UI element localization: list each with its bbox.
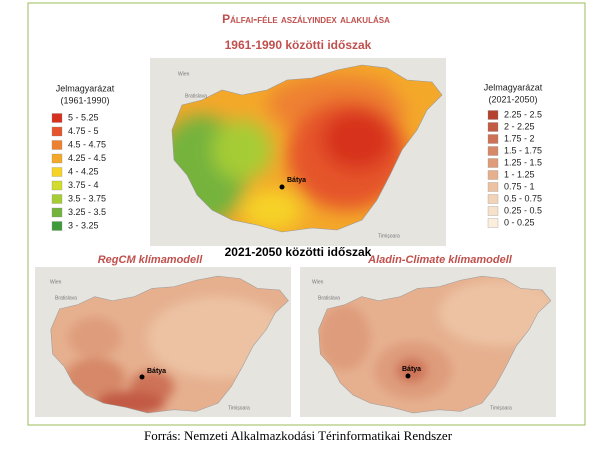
title: Pálfai-féle aszályindex alakulása	[222, 12, 390, 26]
legend-label: 4.75 - 5	[68, 126, 99, 136]
place-label: Bratislava	[55, 295, 77, 301]
legend-swatch	[487, 182, 499, 192]
town-label: Bátya	[287, 177, 306, 184]
legend-label: 0.5 - 0.75	[504, 193, 542, 203]
place-label: Wien	[312, 279, 324, 285]
legend-label: 1.75 - 2	[504, 133, 535, 143]
model-title: RegCM klímamodell	[98, 254, 203, 266]
legend-swatch	[51, 126, 63, 137]
place-label: Timișoara	[378, 233, 400, 239]
caption: Forrás: Nemzeti Alkalmazkodási Térinform…	[144, 428, 453, 443]
town-label: Bátya	[147, 368, 166, 375]
legend-swatch	[487, 158, 499, 168]
model-title: Aladin-Climate klímamodell	[367, 254, 513, 266]
place-label: Bratislava	[185, 93, 207, 99]
legend-2021-2050: Jelmagyarázat (2021-2050) 2.25 - 2.5 2 - …	[484, 82, 543, 228]
legend-swatch	[487, 218, 499, 228]
legend-subtitle: (2021-2050)	[488, 94, 537, 104]
legend-swatch	[51, 167, 63, 177]
legend-swatch	[487, 110, 499, 120]
period-label: 2021-2050 közötti időszak	[225, 245, 372, 259]
legend-swatch	[51, 113, 63, 123]
legend-swatch	[51, 153, 63, 164]
place-label: Timișoara	[228, 405, 250, 411]
legend-label: 2.25 - 2.5	[504, 109, 542, 119]
period-label: 1961-1990 közötti időszak	[225, 38, 372, 52]
legend-label: 4 - 4.25	[68, 166, 99, 176]
legend-label: 3.5 - 3.75	[68, 193, 106, 203]
map-regcm: Wien Bratislava Timișoara Bátya	[35, 267, 291, 417]
legend-label: 4.5 - 4.75	[68, 139, 106, 149]
legend-swatch	[487, 170, 499, 180]
legend-swatch	[51, 140, 63, 150]
legend-label: 5 - 5.25	[68, 112, 99, 122]
legend-swatch	[51, 207, 63, 218]
legend-swatch	[487, 134, 499, 144]
place-label: Wien	[50, 279, 62, 285]
place-label: Bratislava	[318, 295, 340, 301]
legend-swatch	[51, 221, 63, 231]
place-label: Timișoara	[490, 405, 512, 411]
map-1961-1990: Wien Bratislava Timișoara Bátya	[150, 58, 446, 246]
legend-swatch	[51, 194, 63, 204]
legend-1961-1990: Jelmagyarázat (1961-1990) 5 - 5.25 4.75 -…	[51, 83, 115, 231]
legend-label: 0.75 - 1	[504, 181, 535, 191]
map-aladin: Wien Bratislava Timișoara Bátya	[300, 267, 556, 417]
legend-swatch	[51, 180, 63, 191]
legend-label: 1 - 1.25	[504, 169, 535, 179]
legend-title: Jelmagyarázat	[56, 83, 115, 93]
legend-label: 1.25 - 1.5	[504, 157, 542, 167]
legend-label: 3.25 - 3.5	[68, 207, 106, 217]
town-label: Bátya	[402, 366, 421, 373]
legend-swatch	[487, 194, 499, 204]
legend-swatch	[487, 206, 499, 216]
place-label: Wien	[178, 71, 190, 77]
legend-swatch	[487, 122, 499, 132]
legend-title: Jelmagyarázat	[484, 82, 543, 92]
legend-label: 1.5 - 1.75	[504, 145, 542, 155]
legend-label: 0 - 0.25	[504, 217, 535, 227]
legend-label: 0.25 - 0.5	[504, 205, 542, 215]
legend-label: 3 - 3.25	[68, 220, 99, 230]
legend-subtitle: (1961-1990)	[60, 95, 109, 105]
legend-label: 4.25 - 4.5	[68, 153, 106, 163]
legend-label: 3.75 - 4	[68, 180, 99, 190]
legend-swatch	[487, 146, 499, 156]
legend-label: 2 - 2.25	[504, 121, 535, 131]
